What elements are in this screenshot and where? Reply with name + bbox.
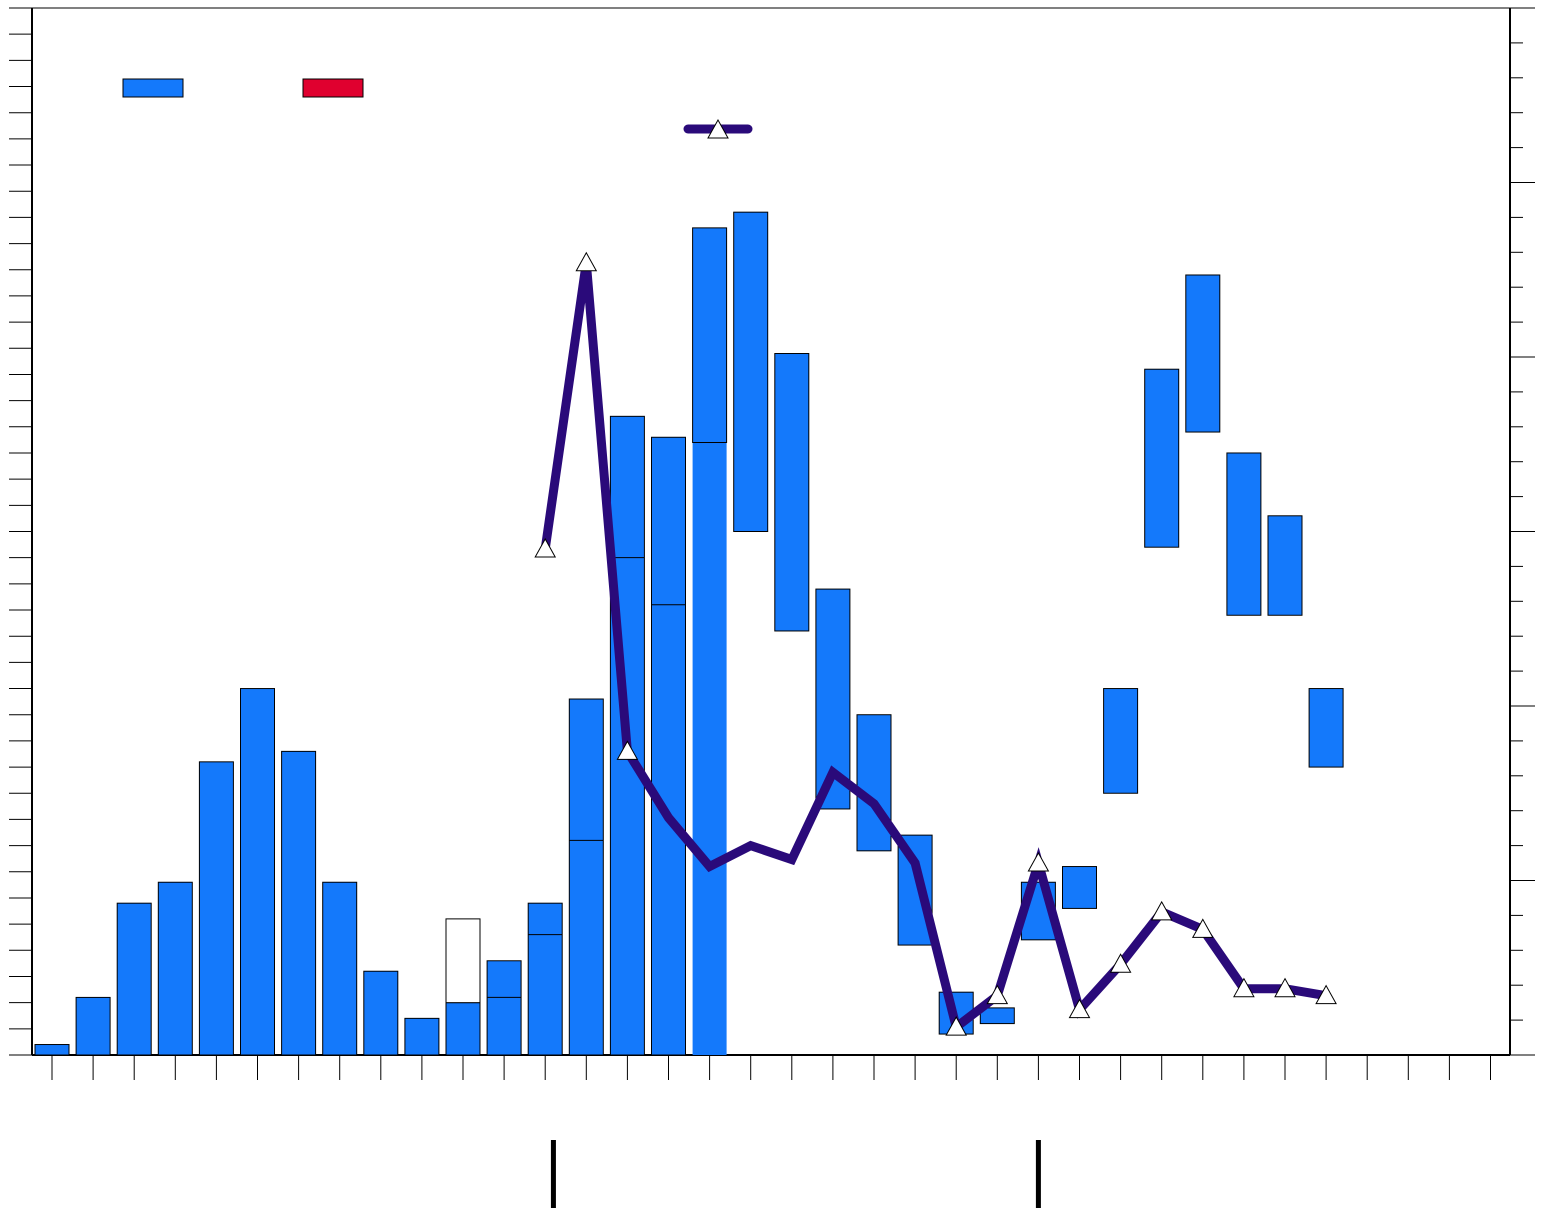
bar [116, 902, 152, 1056]
line-marker [1315, 984, 1337, 1005]
line-marker [1109, 953, 1132, 973]
line-marker [1191, 918, 1214, 938]
legend [122, 78, 753, 139]
bottom-axis-ticks [51, 1055, 1491, 1080]
legend-swatch-blue [122, 78, 184, 98]
line-series [534, 251, 1337, 1036]
bar [486, 960, 522, 1056]
line-marker [1150, 900, 1173, 921]
bar [404, 1017, 440, 1056]
right-axis-ticks [1510, 7, 1535, 1056]
legend-swatch-red [302, 78, 364, 98]
bar [1226, 452, 1262, 616]
bar [75, 996, 111, 1056]
bar [1308, 688, 1344, 768]
line-marker [945, 1016, 968, 1036]
line-marker [616, 740, 639, 760]
bar-series [34, 211, 1344, 1056]
bar [1267, 515, 1303, 616]
bar [445, 1002, 481, 1056]
line-marker [986, 984, 1009, 1005]
bar [1062, 866, 1097, 909]
line-marker [534, 537, 557, 558]
legend-line-marker [707, 118, 729, 139]
bar [445, 918, 481, 1004]
line-path [540, 262, 1327, 1035]
line-marker [575, 251, 598, 272]
bar [240, 688, 275, 1056]
bar [363, 970, 399, 1056]
line-marker [1027, 852, 1050, 872]
bar [568, 698, 604, 1056]
bar [651, 436, 686, 1056]
bar [527, 902, 563, 1056]
bar [198, 761, 234, 1056]
bar [322, 881, 358, 1056]
bar [692, 442, 727, 1055]
bar [774, 353, 810, 632]
bar-segment [692, 227, 728, 444]
bar [733, 211, 769, 532]
bar [979, 1007, 1015, 1025]
bar [1144, 368, 1180, 548]
bar [856, 714, 892, 852]
line-marker [1274, 977, 1296, 998]
left-axis-ticks [9, 7, 32, 1056]
bar [34, 1044, 70, 1056]
bar [157, 881, 193, 1056]
line-marker [1233, 977, 1255, 998]
period-markers [550, 1140, 1041, 1208]
line-marker [1068, 998, 1091, 1019]
bar [1103, 688, 1139, 794]
bar [281, 750, 317, 1056]
bar [1185, 274, 1221, 433]
